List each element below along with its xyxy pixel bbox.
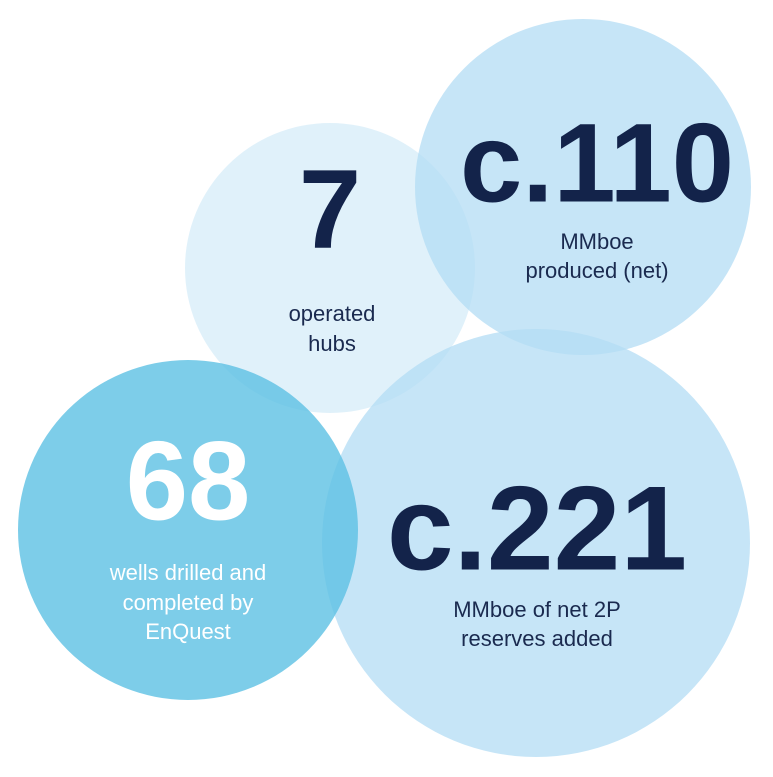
bubble xyxy=(18,360,358,700)
caption: wells drilled and xyxy=(109,560,267,585)
caption: EnQuest xyxy=(145,619,231,644)
caption: hubs xyxy=(308,331,356,356)
bubble xyxy=(322,329,750,757)
figure: c.221 xyxy=(387,462,687,596)
figure: 68 xyxy=(126,419,251,544)
bubble xyxy=(185,123,475,413)
figure: 7 xyxy=(299,147,361,272)
bubble xyxy=(415,19,751,355)
caption: operated xyxy=(289,301,376,326)
caption: MMboe xyxy=(560,229,633,254)
caption: completed by xyxy=(123,590,254,615)
caption: reserves added xyxy=(461,626,613,651)
caption: produced (net) xyxy=(525,258,668,283)
caption: MMboe of net 2P xyxy=(453,597,621,622)
figure: c.110 xyxy=(460,101,734,226)
